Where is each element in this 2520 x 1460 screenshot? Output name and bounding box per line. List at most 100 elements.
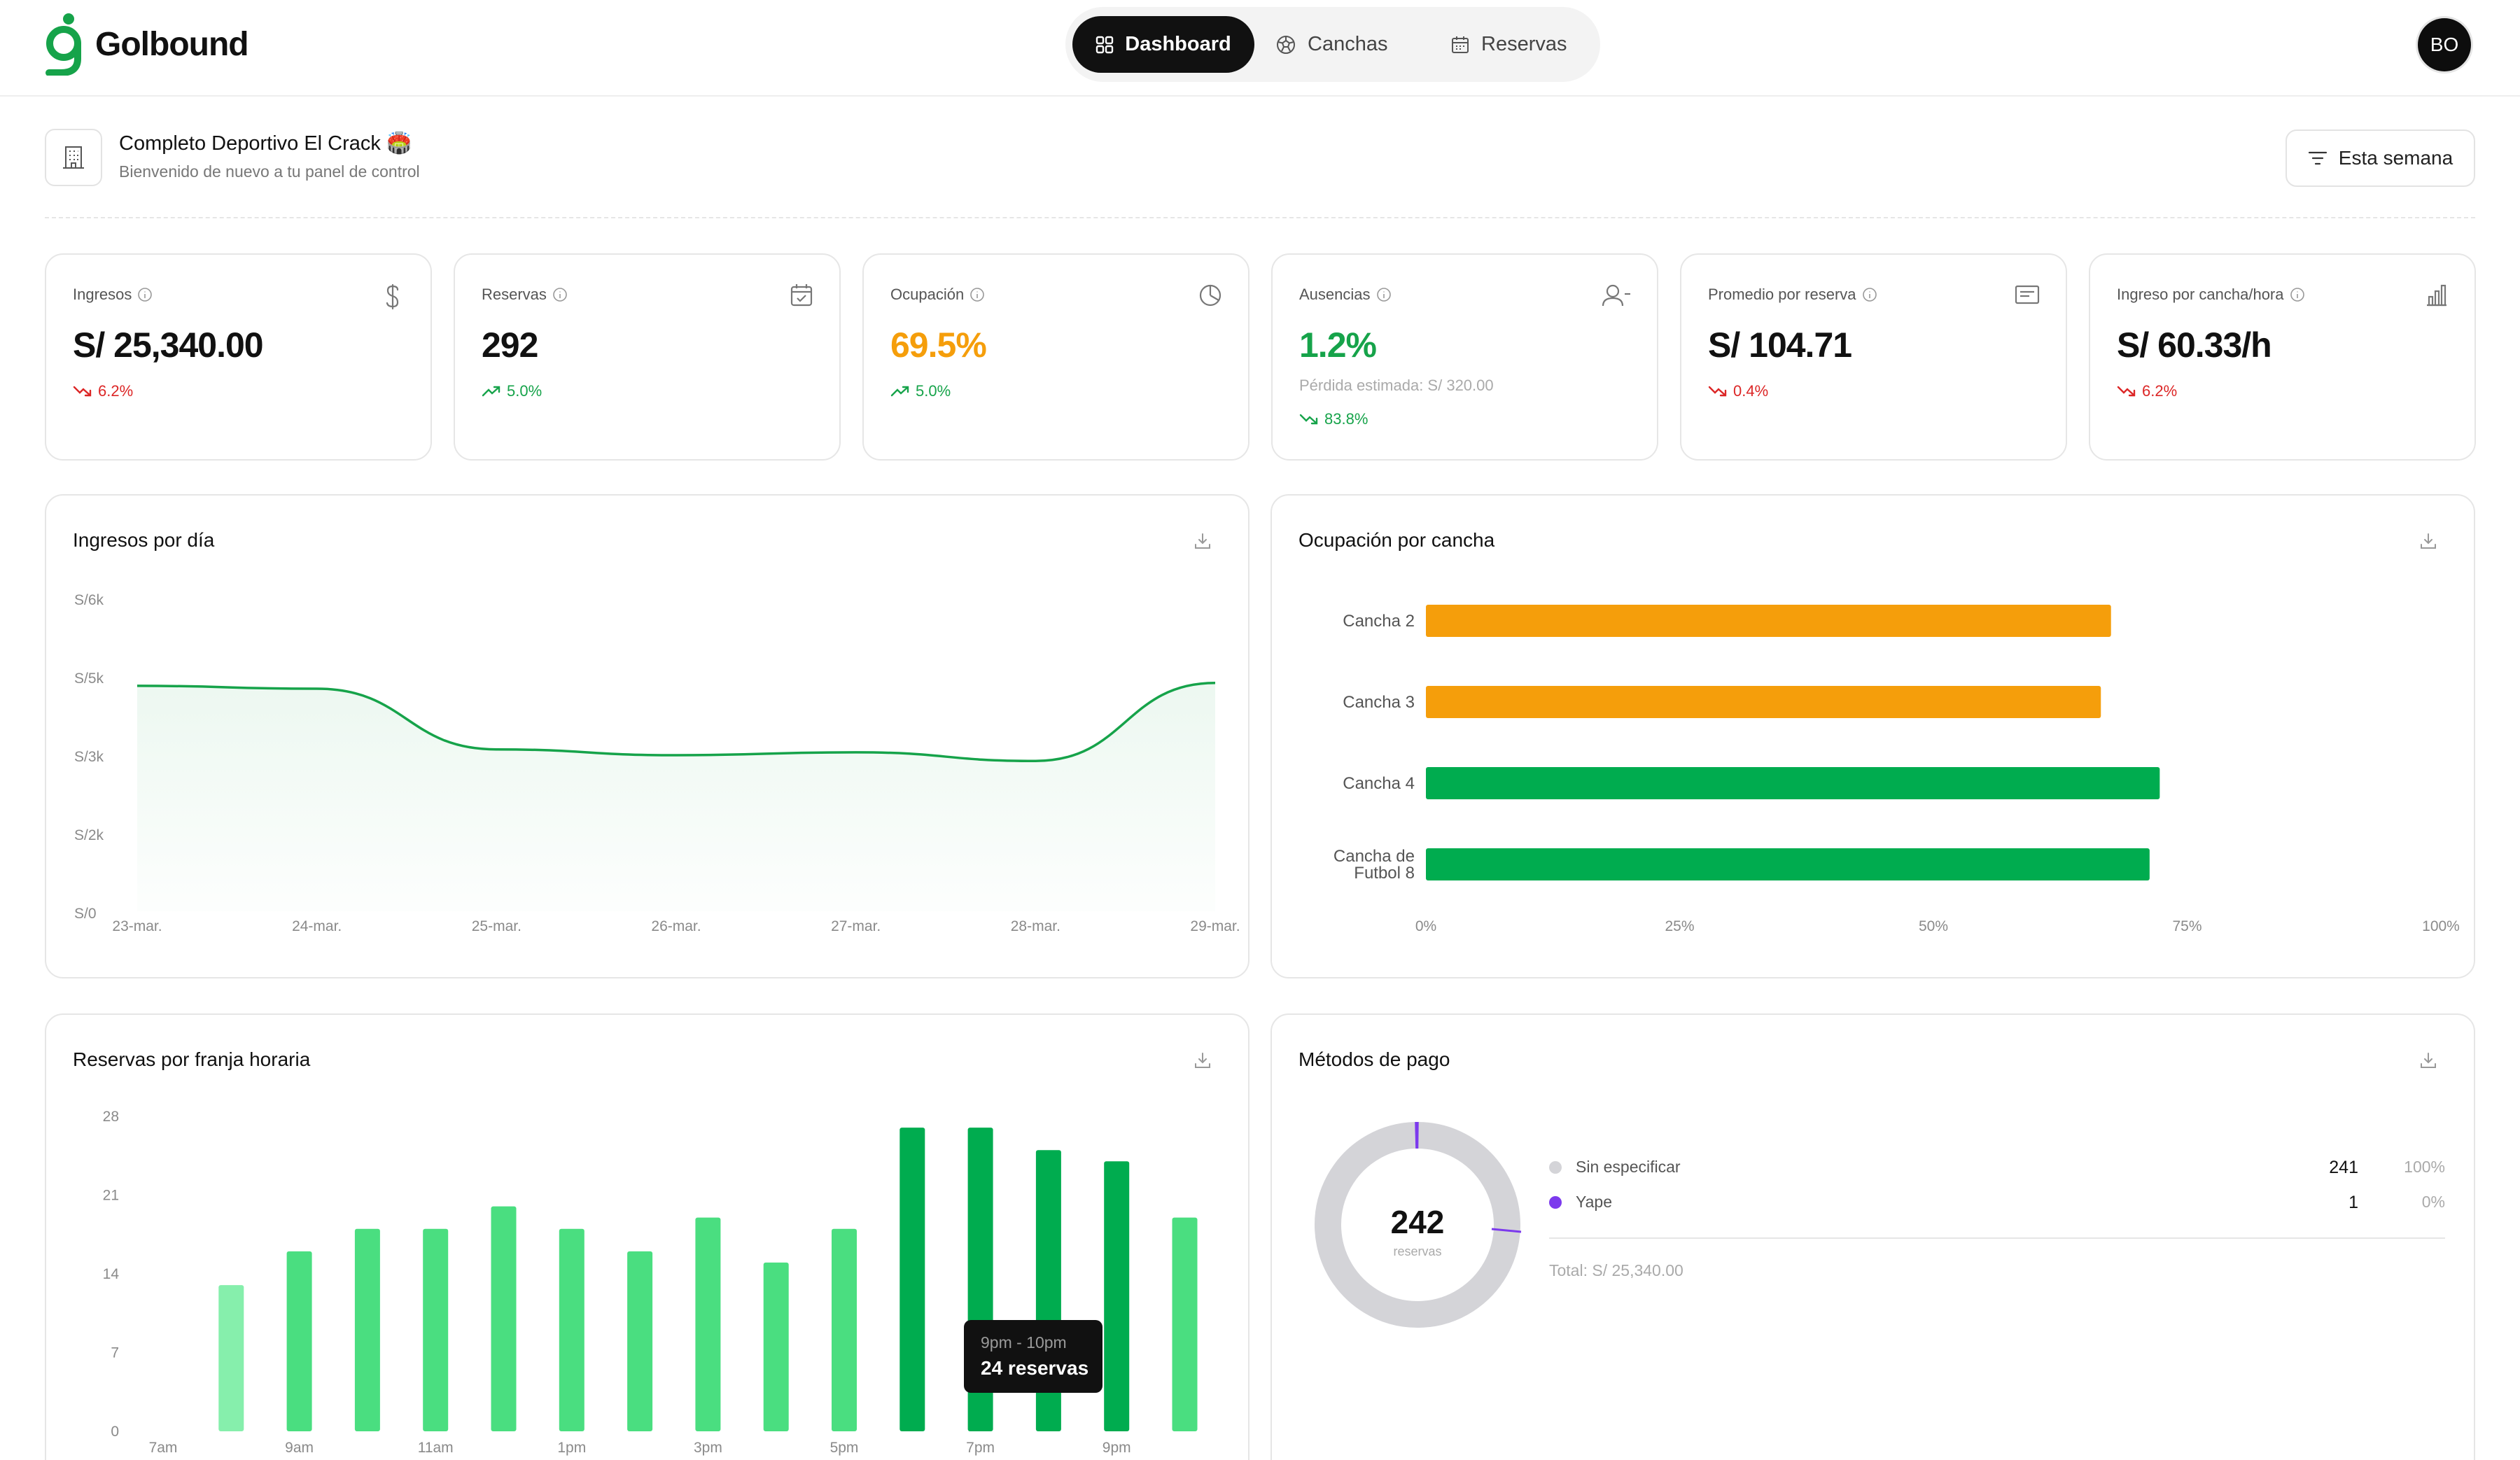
kpi-trend: 6.2% [2117,382,2177,400]
download-icon[interactable] [2419,532,2437,550]
top-navbar: Golbound Dashboard Canchas Reservas BO [0,0,2520,97]
kpi-trend-value: 6.2% [2142,382,2178,400]
x-tick-label: 26-mar. [651,918,701,934]
user-avatar[interactable]: BO [2418,18,2471,71]
legend-item-sin-especificar[interactable]: Sin especificar 241 100% [1549,1153,2445,1181]
y-tick-label: 7 [111,1345,119,1361]
kpi-card-promedio: Promedio por reserva S/ 104.71 0.4% [1680,253,2067,461]
category-label: Cancha 3 [1343,693,1415,712]
kpi-trend-value: 0.4% [1733,382,1769,400]
legend-count: 1 [2348,1193,2358,1212]
y-tick-label: 14 [103,1266,120,1282]
x-tick-label: 75% [2172,918,2202,934]
kpi-trend: 6.2% [73,382,133,400]
y-tick-label: S/5k [74,671,104,687]
chart-title: Reservas por franja horaria [73,1048,311,1070]
kpi-card-ocupacion: Ocupación 69.5% 5.0% [862,253,1250,461]
x-tick-label: 23-mar. [112,918,162,934]
info-icon[interactable] [1376,287,1392,302]
grid-icon [1096,36,1114,53]
kpi-card-ingreso-cancha-hora: Ingreso por cancha/hora S/ 60.33/h 6.2% [2089,253,2476,461]
x-tick-label: 24-mar. [292,918,342,934]
revenue-line [136,682,1216,763]
download-icon[interactable] [2419,1051,2437,1069]
info-icon[interactable] [2290,287,2305,302]
kpi-trend: 0.4% [1708,382,1768,400]
kpi-value: S/ 60.33/h [2117,325,2272,365]
welcome-text: Bienvenido de nuevo a tu panel de contro… [119,162,420,181]
category-label: Cancha 2 [1343,612,1415,631]
x-tick-label: 100% [2422,918,2460,934]
kpi-value: 69.5% [890,325,987,365]
nav-reservas[interactable]: Reservas [1450,16,1590,73]
donut-center-label: reservas [1393,1244,1441,1258]
chart-title: Ingresos por día [73,529,215,551]
bar-cancha-3 [1426,686,2101,718]
category-label: Futbol 8 [1354,864,1415,883]
tooltip-value: 24 reservas [981,1357,1088,1379]
trend-up-icon [890,386,909,397]
chart-title: Métodos de pago [1298,1048,1450,1070]
download-icon[interactable] [1194,1051,1212,1069]
kpi-value: 292 [482,325,538,365]
kpi-label-text: Promedio por reserva [1708,286,1856,303]
info-icon[interactable] [552,287,568,302]
bar-5pm [832,1228,857,1431]
y-tick-label: 28 [103,1109,119,1125]
venue-name: Completo Deportivo El Crack 🏟️ [119,132,412,155]
payments-total: Total: S/ 25,340.00 [1549,1261,1684,1279]
download-icon[interactable] [1194,532,1212,550]
nav-canchas[interactable]: Canchas [1275,16,1408,73]
y-tick-label: S/2k [74,827,104,843]
nav-canchas-label: Canchas [1308,33,1388,55]
x-tick-label: 3pm [694,1440,722,1456]
x-tick-label: 9pm [1102,1440,1131,1456]
bar-9pm [1104,1161,1130,1431]
header-divider [45,217,2475,218]
app-name: Golbound [95,25,249,63]
kpi-trend-value: 83.8% [1324,410,1368,428]
legend-item-yape[interactable]: Yape 1 0% [1549,1188,2445,1216]
trend-up-icon [482,386,500,397]
filter-icon [2308,151,2327,165]
donut-slice-sin-especificar [1315,1122,1520,1328]
bar-3pm [695,1217,721,1431]
kpi-card-ingresos: Ingresos S/ 25,340.00 6.2% [45,253,432,461]
x-tick-label: 7am [149,1440,178,1456]
nav-dashboard[interactable]: Dashboard [1072,16,1254,73]
logo[interactable]: Golbound [43,13,249,76]
info-icon[interactable] [1862,287,1877,302]
category-label: Cancha 4 [1343,774,1415,793]
legend-name: Sin especificar [1576,1158,1681,1176]
trend-down-icon [2117,386,2136,397]
chart-card-metodos-de-pago: Métodos de pago 242 reservas Sin especifi… [1270,1013,2475,1460]
kpi-trend-value: 6.2% [98,382,134,400]
bar-4pm [763,1262,789,1431]
donut-chart: 242 reservas [1315,1122,1522,1328]
info-icon[interactable] [137,287,153,302]
legend-dot [1549,1196,1562,1209]
bar-2pm [627,1251,653,1431]
kpi-card-reservas: Reservas 292 5.0% [454,253,841,461]
kpi-trend: 83.8% [1299,410,1368,428]
legend-dot [1549,1161,1562,1174]
info-icon[interactable] [969,287,985,302]
donut-slice-yape-marker [1491,1228,1522,1233]
bar-cancha-2 [1426,605,2111,637]
y-tick-label: 0 [111,1424,119,1440]
period-filter-button[interactable]: Esta semana [2286,129,2475,187]
trend-down-icon [73,386,92,397]
y-tick-label: S/3k [74,749,104,765]
kpi-label-text: Ocupación [890,286,965,303]
x-tick-label: 28-mar. [1011,918,1060,934]
line-chart: S/6k S/5k S/3k S/2k S/0 23-mar. 24-mar. 25-mar.… [74,592,1240,934]
kpi-card-ausencias: Ausencias 1.2% Pérdida estimada: S/ 320.… [1271,253,1658,461]
kpi-trend-value: 5.0% [507,382,542,400]
bar-8am [218,1285,244,1431]
x-tick-label: 9am [285,1440,314,1456]
y-tick-label: 21 [103,1188,119,1204]
calendar-check-icon [790,284,813,307]
trend-down-icon [1708,386,1727,397]
chart-card-reservas-por-franja: Reservas por franja horaria 28 21 14 7 0 7am 9… [45,1013,1250,1460]
bar-1pm [559,1228,584,1431]
